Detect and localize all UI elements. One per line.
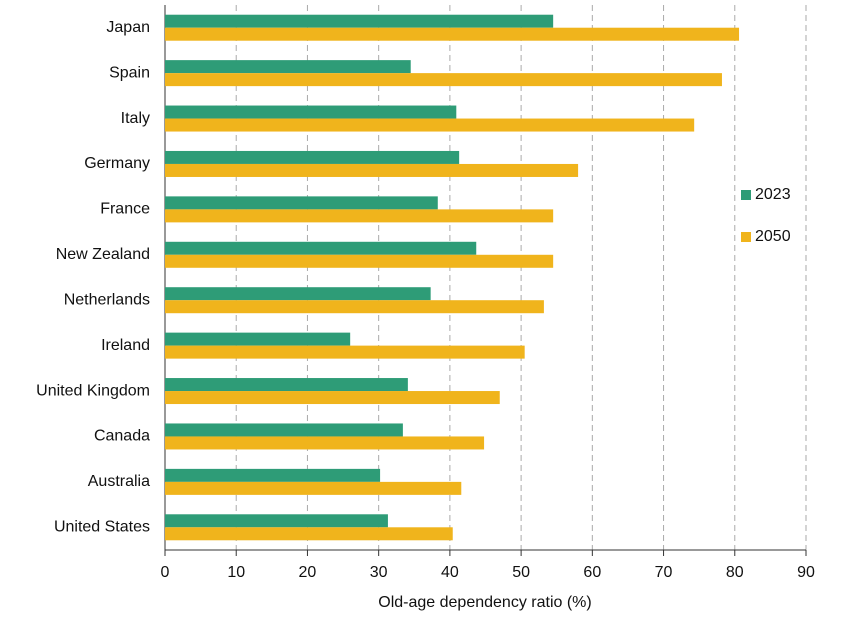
bar: [165, 378, 408, 392]
x-tick-label: 70: [655, 564, 673, 581]
x-tick-label: 0: [161, 564, 170, 581]
bar: [165, 241, 477, 255]
legend-swatch: [741, 190, 751, 200]
y-tick-label: Australia: [88, 473, 150, 490]
bar: [165, 209, 554, 223]
y-tick-label: New Zealand: [56, 246, 150, 263]
x-tick-label: 10: [227, 564, 245, 581]
bar: [165, 105, 457, 119]
bar: [165, 527, 453, 541]
bar: [165, 118, 695, 132]
y-tick-label: Spain: [109, 64, 150, 81]
y-tick-label: Ireland: [101, 337, 150, 354]
x-tick-label: 90: [797, 564, 815, 581]
bar: [165, 73, 722, 87]
bar: [165, 481, 462, 495]
bar: [165, 436, 485, 450]
bar: [165, 27, 740, 41]
y-tick-label: United States: [54, 519, 150, 536]
y-tick-label: United Kingdom: [36, 382, 150, 399]
x-axis-label: Old-age dependency ratio (%): [378, 594, 591, 611]
x-tick-label: 30: [370, 564, 388, 581]
y-tick-label: France: [100, 201, 150, 218]
bar: [165, 468, 381, 482]
y-tick-label: Canada: [94, 428, 150, 445]
legend-label: 2050: [755, 228, 791, 245]
bar: [165, 391, 500, 405]
legend-swatch: [741, 232, 751, 242]
bar: [165, 287, 431, 301]
bar: [165, 345, 525, 359]
x-tick-label: 40: [441, 564, 459, 581]
y-tick-label: Germany: [84, 155, 150, 172]
legend-label: 2023: [755, 186, 791, 203]
bar: [165, 254, 554, 268]
y-tick-label: Japan: [106, 19, 150, 36]
bar: [165, 300, 544, 314]
y-tick-label: Italy: [121, 110, 150, 127]
x-tick-label: 50: [512, 564, 530, 581]
bar: [165, 60, 411, 74]
bar: [165, 163, 579, 177]
bar: [165, 514, 388, 528]
x-tick-label: 80: [726, 564, 744, 581]
y-tick-label: Netherlands: [64, 291, 150, 308]
bar: [165, 196, 438, 210]
x-tick-label: 60: [583, 564, 601, 581]
bar: [165, 332, 351, 346]
bar: [165, 150, 460, 164]
bar: [165, 14, 554, 28]
bar: [165, 423, 403, 437]
x-tick-label: 20: [299, 564, 317, 581]
